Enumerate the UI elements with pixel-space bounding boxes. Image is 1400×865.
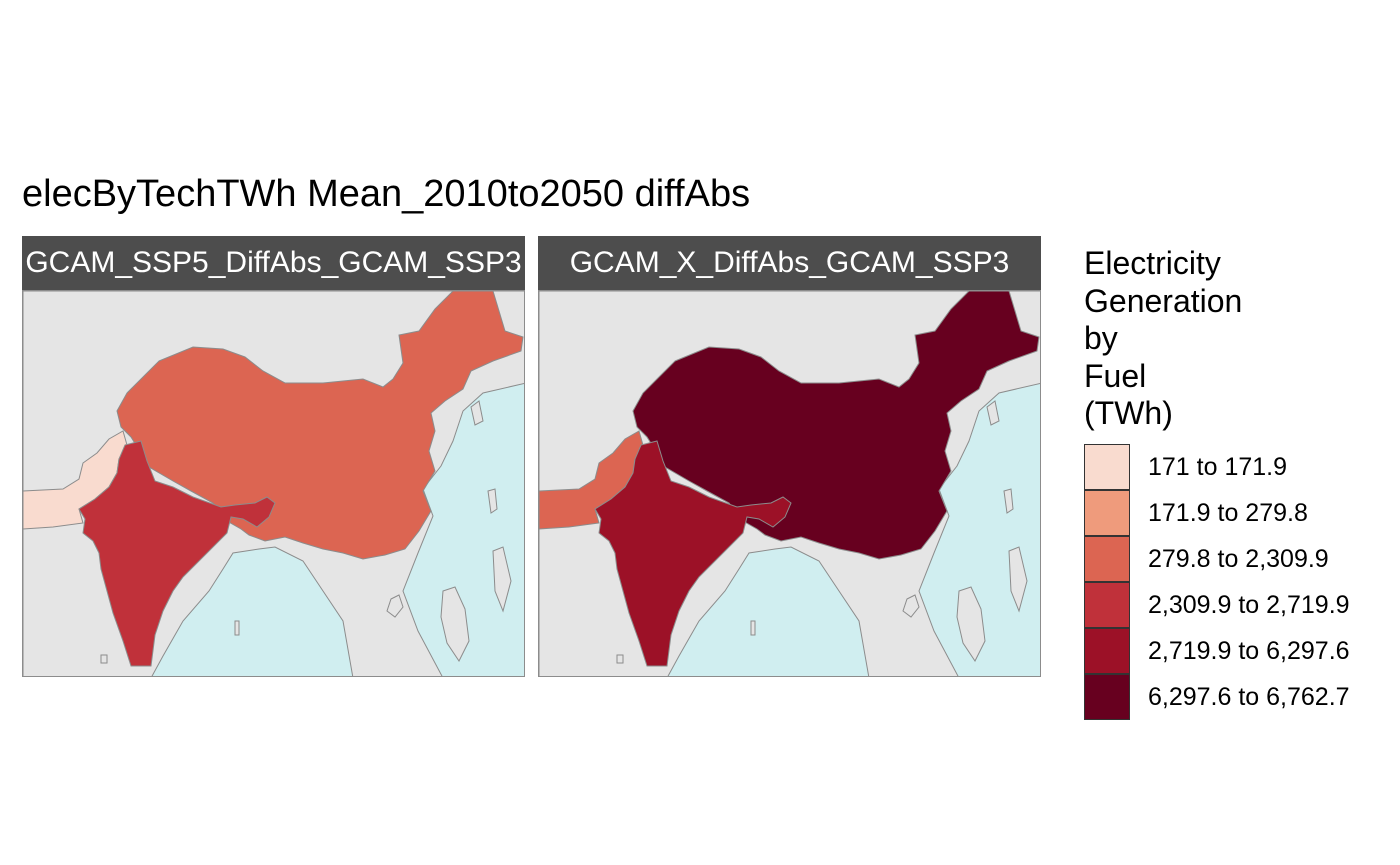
island — [386, 594, 404, 618]
facet-strip-label: GCAM_SSP5_DiffAbs_GCAM_SSP3 — [22, 236, 525, 290]
region-map — [539, 291, 1040, 676]
region-map — [23, 291, 524, 676]
legend-label: 279.8 to 2,309.9 — [1148, 545, 1329, 573]
island — [487, 488, 498, 514]
island — [750, 620, 756, 636]
legend-label: 6,297.6 to 6,762.7 — [1148, 683, 1350, 711]
island — [492, 546, 512, 613]
island — [470, 400, 484, 426]
legend-key — [1084, 536, 1130, 582]
island — [440, 586, 470, 662]
region-china — [116, 291, 524, 560]
legend-label: 171 to 171.9 — [1148, 453, 1288, 481]
region-china — [632, 291, 1040, 560]
island — [1003, 488, 1014, 514]
legend-key — [1084, 628, 1130, 674]
island — [100, 654, 108, 664]
map-title: elecByTechTWh Mean_2010to2050 diffAbs — [22, 173, 751, 215]
map-area — [22, 290, 525, 677]
region-india — [78, 440, 276, 667]
facet-panel-2: GCAM_X_DiffAbs_GCAM_SSP3 — [538, 236, 1041, 677]
legend-key — [1084, 582, 1130, 628]
island — [986, 400, 1000, 426]
legend-key — [1084, 490, 1130, 536]
island — [956, 586, 986, 662]
facet-strip-label: GCAM_X_DiffAbs_GCAM_SSP3 — [538, 236, 1041, 290]
island — [902, 594, 920, 618]
region-india — [594, 440, 792, 667]
legend-label: 2,719.9 to 6,297.6 — [1148, 637, 1350, 665]
island — [1008, 546, 1028, 613]
legend-key — [1084, 444, 1130, 490]
legend-label: 2,309.9 to 2,719.9 — [1148, 591, 1350, 619]
island — [234, 620, 240, 636]
legend-key — [1084, 674, 1130, 720]
legend-label: 171.9 to 279.8 — [1148, 499, 1308, 527]
map-area — [538, 290, 1041, 677]
legend-title: Electricity Generation by Fuel (TWh) — [1084, 245, 1243, 431]
facet-panel-1: GCAM_SSP5_DiffAbs_GCAM_SSP3 — [22, 236, 525, 677]
island — [616, 654, 624, 664]
